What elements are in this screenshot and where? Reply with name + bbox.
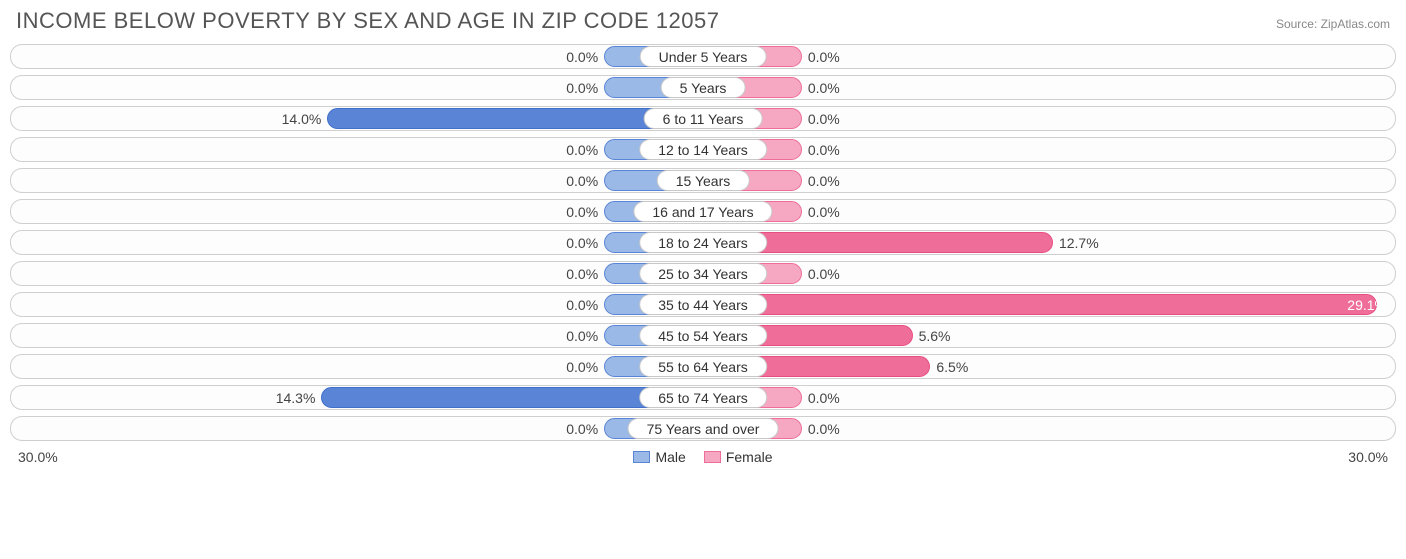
category-label: 75 Years and over (628, 418, 779, 439)
chart-row: 0.0% 12.7% 18 to 24 Years (10, 230, 1396, 255)
chart-row: 0.0% 0.0% 25 to 34 Years (10, 261, 1396, 286)
female-half: 0.0% (703, 107, 1395, 130)
chart-row: 0.0% 0.0% 5 Years (10, 75, 1396, 100)
female-value-label: 0.0% (802, 138, 1395, 161)
female-half: 0.0% (703, 45, 1395, 68)
male-half: 0.0% (11, 262, 703, 285)
chart-row: 14.0% 0.0% 6 to 11 Years (10, 106, 1396, 131)
male-half: 0.0% (11, 417, 703, 440)
legend-male: Male (633, 449, 685, 465)
female-value-label: 0.0% (802, 262, 1395, 285)
male-half: 0.0% (11, 293, 703, 316)
male-value-label: 0.0% (11, 355, 604, 378)
chart-title: INCOME BELOW POVERTY BY SEX AND AGE IN Z… (16, 8, 719, 34)
chart-row: 0.0% 0.0% 75 Years and over (10, 416, 1396, 441)
female-value-label: 6.5% (930, 355, 1395, 378)
category-label: 65 to 74 Years (639, 387, 767, 408)
female-half: 0.0% (703, 262, 1395, 285)
category-label: 12 to 14 Years (639, 139, 767, 160)
chart-row: 0.0% 0.0% Under 5 Years (10, 44, 1396, 69)
male-half: 0.0% (11, 76, 703, 99)
category-label: 45 to 54 Years (639, 325, 767, 346)
chart-header: INCOME BELOW POVERTY BY SEX AND AGE IN Z… (10, 8, 1396, 44)
category-label: 16 and 17 Years (633, 201, 772, 222)
male-half: 0.0% (11, 200, 703, 223)
female-value-label: 0.0% (802, 169, 1395, 192)
female-value-label: 29.1% (1341, 293, 1387, 316)
female-half: 0.0% (703, 417, 1395, 440)
female-bar (703, 294, 1377, 315)
category-label: 5 Years (661, 77, 746, 98)
female-half: 29.1% (703, 293, 1395, 316)
male-value-label: 0.0% (11, 169, 604, 192)
male-half: 0.0% (11, 45, 703, 68)
category-label: Under 5 Years (640, 46, 767, 67)
male-value-label: 0.0% (11, 200, 604, 223)
category-label: 55 to 64 Years (639, 356, 767, 377)
female-half: 0.0% (703, 138, 1395, 161)
female-half: 5.6% (703, 324, 1395, 347)
chart-legend: Male Female (633, 449, 772, 465)
legend-male-label: Male (655, 449, 685, 465)
male-half: 0.0% (11, 324, 703, 347)
female-half: 0.0% (703, 76, 1395, 99)
female-value-label: 0.0% (802, 45, 1395, 68)
legend-male-swatch (633, 451, 650, 463)
chart-row: 0.0% 0.0% 16 and 17 Years (10, 199, 1396, 224)
male-half: 14.3% (11, 386, 703, 409)
legend-female: Female (704, 449, 773, 465)
female-value-label: 0.0% (802, 76, 1395, 99)
chart-source: Source: ZipAtlas.com (1276, 17, 1390, 31)
male-value-label: 0.0% (11, 417, 604, 440)
male-half: 0.0% (11, 138, 703, 161)
female-half: 0.0% (703, 200, 1395, 223)
male-half: 0.0% (11, 169, 703, 192)
male-value-label: 0.0% (11, 293, 604, 316)
female-value-label: 5.6% (913, 324, 1395, 347)
female-half: 12.7% (703, 231, 1395, 254)
category-label: 6 to 11 Years (644, 108, 763, 129)
male-value-label: 0.0% (11, 324, 604, 347)
male-half: 0.0% (11, 355, 703, 378)
female-value-label: 12.7% (1053, 231, 1395, 254)
chart-row: 14.3% 0.0% 65 to 74 Years (10, 385, 1396, 410)
male-value-label: 0.0% (11, 45, 604, 68)
male-half: 14.0% (11, 107, 703, 130)
legend-female-swatch (704, 451, 721, 463)
male-value-label: 0.0% (11, 76, 604, 99)
male-value-label: 0.0% (11, 138, 604, 161)
female-value-label: 0.0% (802, 107, 1395, 130)
chart-row: 0.0% 0.0% 12 to 14 Years (10, 137, 1396, 162)
male-half: 0.0% (11, 231, 703, 254)
category-label: 18 to 24 Years (639, 232, 767, 253)
axis-right-label: 30.0% (1348, 449, 1388, 465)
chart-container: INCOME BELOW POVERTY BY SEX AND AGE IN Z… (0, 0, 1406, 473)
male-value-label: 0.0% (11, 262, 604, 285)
chart-rows: 0.0% 0.0% Under 5 Years 0.0% 0.0% 5 Years 14.0… (10, 44, 1396, 441)
category-label: 15 Years (657, 170, 750, 191)
category-label: 35 to 44 Years (639, 294, 767, 315)
chart-row: 0.0% 5.6% 45 to 54 Years (10, 323, 1396, 348)
male-value-label: 14.0% (11, 107, 327, 130)
female-value-label: 0.0% (802, 200, 1395, 223)
chart-row: 0.0% 0.0% 15 Years (10, 168, 1396, 193)
female-half: 0.0% (703, 169, 1395, 192)
chart-row: 0.0% 6.5% 55 to 64 Years (10, 354, 1396, 379)
legend-female-label: Female (726, 449, 773, 465)
category-label: 25 to 34 Years (639, 263, 767, 284)
male-value-label: 0.0% (11, 231, 604, 254)
female-value-label: 0.0% (802, 417, 1395, 440)
chart-row: 0.0% 29.1% 35 to 44 Years (10, 292, 1396, 317)
female-half: 0.0% (703, 386, 1395, 409)
male-value-label: 14.3% (11, 386, 321, 409)
axis-left-label: 30.0% (18, 449, 58, 465)
chart-axis: 30.0% Male Female 30.0% (10, 447, 1396, 465)
female-value-label: 0.0% (802, 386, 1395, 409)
female-half: 6.5% (703, 355, 1395, 378)
